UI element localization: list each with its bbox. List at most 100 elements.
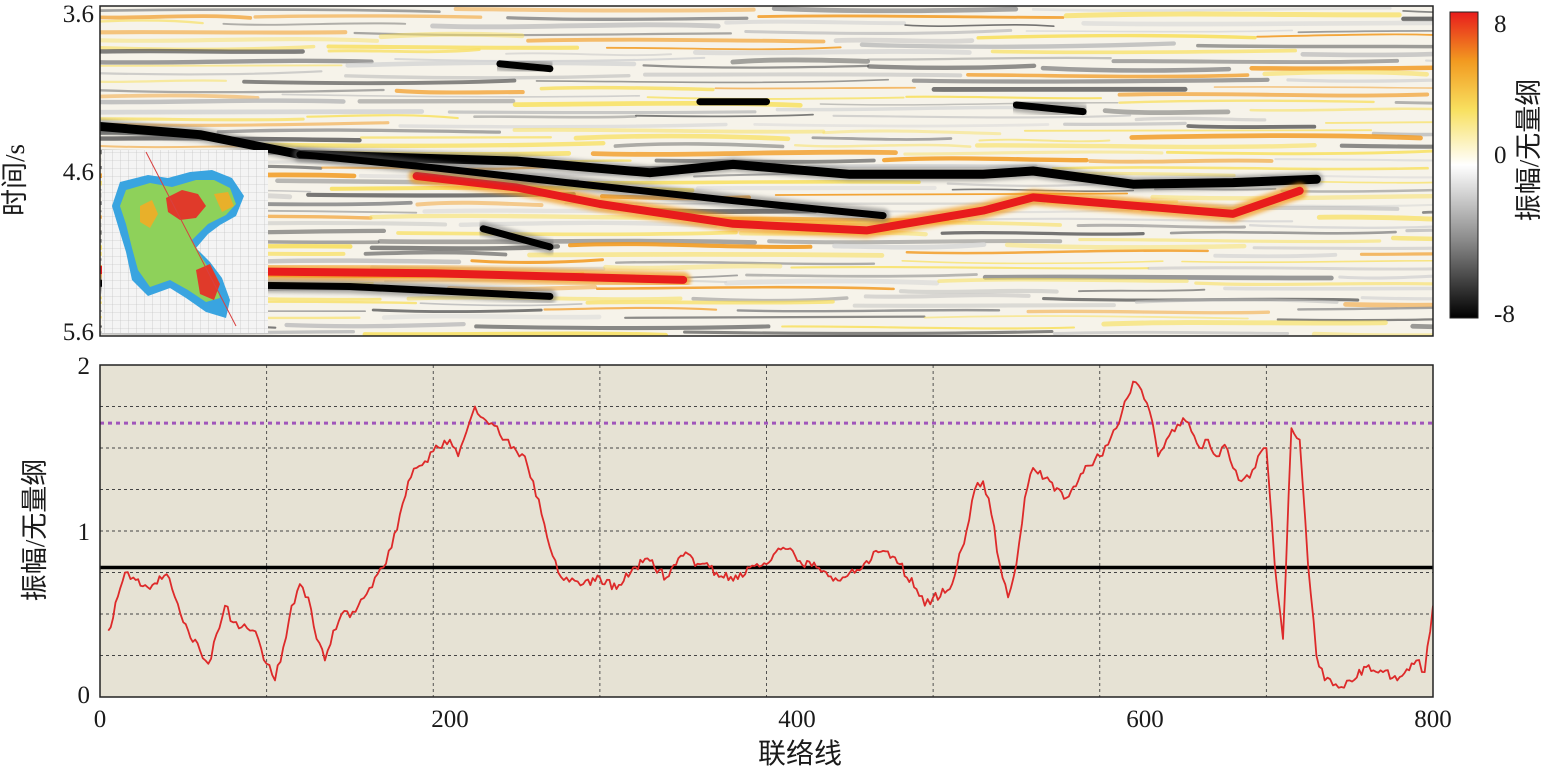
- seismic-texture-stripe: [642, 64, 870, 69]
- amplitude-y-tick-1: 1: [78, 519, 91, 546]
- seismic-texture-stripe: [1088, 158, 1274, 164]
- seismic-texture-stripe: [1338, 274, 1433, 280]
- seismic-y-axis: 3.6 4.6 5.6 时间/s: [0, 1, 94, 346]
- seismic-texture-stripe: [923, 315, 1249, 320]
- seismic-texture-stripe: [1111, 58, 1400, 65]
- seismic-texture-stripe: [1186, 124, 1317, 130]
- seismic-texture-stripe: [1316, 214, 1433, 222]
- seismic-texture-stripe: [833, 37, 975, 44]
- seismic-texture-stripe: [543, 306, 718, 311]
- seismic-texture-stripe: [643, 72, 963, 78]
- seismic-texture-stripe: [512, 127, 826, 134]
- seismic-texture-stripe: [781, 325, 1076, 330]
- seismic-section: [99, 5, 1434, 337]
- seismic-texture-stripe: [264, 258, 462, 265]
- colorbar-label: 振幅/无量纲: [1514, 79, 1544, 222]
- seismic-texture-stripe: [905, 95, 1103, 100]
- seismic-texture-stripe: [100, 19, 204, 25]
- seismic-texture-stripe: [736, 308, 1001, 313]
- seismic-texture-stripe: [1324, 121, 1433, 124]
- seismic-texture-stripe: [1286, 78, 1433, 83]
- seismic-texture-stripe: [1040, 65, 1232, 73]
- amplitude-x-tick-3: 600: [1126, 706, 1164, 733]
- seismic-texture-stripe: [398, 122, 728, 129]
- seismic-y-tick-1: 4.6: [63, 159, 94, 186]
- seismic-texture-stripe: [242, 78, 517, 86]
- amplitude-frame: [99, 364, 1434, 698]
- seismic-texture-stripe: [1194, 281, 1433, 287]
- seismic-texture-stripe: [526, 37, 826, 44]
- seismic-texture-stripe: [966, 73, 1250, 79]
- seismic-texture-stripe: [1134, 298, 1339, 304]
- seismic-texture-stripe: [793, 143, 972, 148]
- seismic-texture-stripe: [646, 96, 905, 100]
- seismic-texture-stripe: [100, 64, 343, 67]
- amplitude-x-tick-1: 200: [431, 706, 469, 733]
- seismic-texture-stripe: [1196, 43, 1433, 49]
- seismic-texture-stripe: [1274, 158, 1433, 162]
- seismic-texture-stripe: [1169, 230, 1397, 235]
- seismic-event-peak: [412, 172, 1304, 235]
- seismic-texture-stripe: [1051, 166, 1429, 171]
- seismic-texture-stripe: [100, 8, 441, 14]
- seismic-texture-stripe: [1081, 20, 1433, 27]
- seismic-texture-stripe: [345, 60, 637, 68]
- amplitude-y-tick-2: 2: [78, 353, 91, 380]
- seismic-texture-stripe: [1004, 242, 1247, 250]
- seismic-texture-stripe: [1249, 65, 1433, 71]
- seismic-texture-stripe: [967, 217, 1294, 223]
- colorbar-gradient: [1449, 11, 1479, 319]
- seismic-texture-stripe: [1134, 116, 1267, 122]
- amplitude-y-tick-0: 0: [78, 682, 91, 709]
- seismic-texture-stripe: [1077, 288, 1206, 293]
- colorbar-tick-min: -8: [1494, 301, 1515, 328]
- seismic-texture-stripe: [1023, 129, 1373, 132]
- seismic-texture-stripe: [1262, 69, 1429, 77]
- seismic-texture-stripe: [982, 274, 1334, 281]
- seismic-texture-stripe: [614, 260, 876, 266]
- seismic-texture-stripe: [635, 113, 814, 118]
- seismic-texture-stripe: [757, 14, 1065, 19]
- seismic-texture-stripe: [371, 308, 543, 314]
- seismic-texture-stripe: [1297, 306, 1433, 311]
- seismic-texture-stripe: [326, 44, 580, 50]
- seismic-texture-stripe: [1360, 296, 1433, 301]
- seismic-texture-stripe: [1102, 108, 1231, 116]
- seismic-texture-stripe: [1297, 29, 1433, 34]
- seismic-texture-stripe: [419, 302, 583, 307]
- seismic-event-trough: [296, 151, 887, 220]
- seismic-texture-stripe: [100, 109, 425, 115]
- seismic-texture-stripe: [832, 242, 987, 250]
- seismic-texture-stripe: [586, 179, 921, 185]
- seismic-event-trough: [100, 122, 1321, 189]
- seismic-texture-stripe: [613, 142, 785, 149]
- seismic-texture-stripe: [381, 313, 602, 320]
- seismic-texture-stripe: [344, 73, 631, 80]
- seismic-texture-stripe: [911, 77, 1270, 84]
- seismic-texture-stripe: [1031, 6, 1392, 12]
- seismic-texture-stripe: [1180, 203, 1433, 208]
- seismic-texture-stripe: [867, 63, 1037, 71]
- seismic-texture-stripe: [1371, 131, 1433, 137]
- seismic-texture-stripe: [867, 56, 1112, 61]
- seismic-texture-stripe: [396, 230, 738, 237]
- seismic-texture-stripe: [1063, 11, 1402, 19]
- seismic-event-trough: [1012, 101, 1087, 116]
- amplitude-x-axis-label: 联络线: [758, 738, 842, 769]
- seismic-texture-stripe: [378, 31, 525, 40]
- seismic-texture-stripe: [753, 123, 1050, 128]
- seismic-texture-stripe: [254, 141, 606, 149]
- seismic-texture-stripe: [1280, 188, 1433, 193]
- colorbar-tick-zero: 0: [1494, 142, 1507, 169]
- seismic-texture-stripe: [695, 185, 937, 191]
- seismic-texture-stripe: [1117, 91, 1430, 98]
- seismic-texture-stripe: [573, 133, 791, 142]
- inset-map-hot-2: [140, 200, 158, 228]
- seismic-texture-stripe: [100, 70, 323, 76]
- seismic-y-tick-0: 3.6: [63, 1, 94, 28]
- seismic-texture-stripe: [327, 48, 481, 54]
- seismic-texture-stripe: [539, 85, 715, 92]
- seismic-frame: [99, 5, 1434, 337]
- seismic-texture-stripe: [222, 22, 407, 26]
